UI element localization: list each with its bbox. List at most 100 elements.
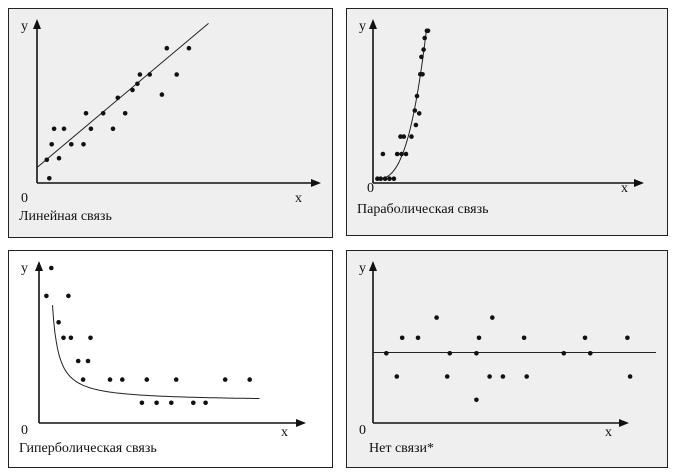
- data-point: [154, 400, 159, 406]
- data-point: [434, 315, 439, 320]
- data-point: [69, 142, 74, 147]
- data-point: [394, 374, 400, 379]
- data-point: [415, 335, 421, 341]
- data-point: [66, 293, 71, 299]
- data-point: [135, 81, 140, 87]
- data-point: [409, 134, 414, 139]
- data-point: [378, 176, 383, 181]
- data-point: [68, 335, 74, 341]
- data-point: [403, 151, 409, 157]
- data-point: [159, 92, 165, 97]
- data-point: [413, 122, 419, 128]
- y-axis-arrow: [33, 19, 41, 29]
- caption-parabolic: Параболическая связь: [357, 202, 489, 217]
- data-point: [61, 335, 66, 341]
- data-point: [88, 335, 93, 341]
- data-point: [399, 151, 404, 157]
- data-point: [75, 358, 81, 364]
- x-axis-arrow: [619, 419, 629, 427]
- data-point: [122, 111, 128, 116]
- data-point: [44, 293, 49, 299]
- data-point: [107, 377, 113, 382]
- data-point: [524, 374, 529, 379]
- y-axis-arrow: [369, 261, 377, 271]
- data-point: [391, 176, 397, 181]
- data-point: [247, 377, 252, 382]
- x-axis-label: x: [295, 191, 302, 206]
- data-point: [203, 400, 208, 406]
- trend-line: [36, 22, 209, 168]
- x-axis-label: x: [605, 425, 612, 440]
- y-axis-arrow: [369, 19, 377, 29]
- data-point: [61, 126, 67, 132]
- origin-label: 0: [359, 423, 366, 438]
- data-point: [56, 320, 61, 325]
- origin-label: 0: [21, 191, 28, 206]
- data-point: [85, 358, 91, 364]
- data-point: [139, 400, 145, 406]
- data-point: [382, 176, 388, 181]
- data-point: [164, 45, 170, 51]
- data-point: [130, 87, 135, 93]
- data-point: [47, 176, 52, 181]
- data-point: [387, 176, 392, 181]
- panel-linear: y 0 x Линейная связь: [8, 8, 333, 238]
- data-point: [375, 176, 380, 181]
- x-axis-arrow: [634, 179, 644, 187]
- data-point: [412, 108, 418, 113]
- data-point: [627, 374, 633, 379]
- caption-hyperbolic: Гиперболическая связь: [19, 441, 157, 456]
- data-point: [582, 335, 588, 341]
- data-point: [173, 377, 179, 382]
- data-point: [56, 155, 62, 161]
- data-point: [81, 142, 86, 147]
- data-point: [49, 142, 54, 147]
- chart-no-relation: [369, 261, 656, 427]
- data-point: [625, 335, 630, 341]
- data-point: [44, 157, 50, 163]
- data-point: [83, 111, 89, 116]
- x-axis-label: x: [281, 425, 288, 440]
- data-point: [110, 126, 116, 132]
- data-point: [147, 72, 152, 77]
- y-axis-label: y: [359, 261, 366, 276]
- data-point: [398, 134, 403, 139]
- data-point: [420, 72, 425, 77]
- panel-hyperbolic: y 0 x Гиперболическая связь: [8, 250, 333, 468]
- data-point: [474, 397, 479, 403]
- data-point: [421, 47, 426, 52]
- data-point: [422, 35, 427, 41]
- data-point: [49, 265, 54, 271]
- data-point: [186, 45, 192, 51]
- data-point: [588, 351, 593, 356]
- data-point: [51, 126, 57, 132]
- data-point: [476, 335, 482, 341]
- data-point: [399, 335, 405, 341]
- data-point: [80, 377, 86, 382]
- data-point: [444, 374, 450, 379]
- data-point: [384, 351, 389, 356]
- data-point: [521, 335, 527, 341]
- data-point: [100, 111, 106, 116]
- data-point: [169, 400, 174, 406]
- data-point: [380, 151, 386, 157]
- data-point: [120, 377, 125, 382]
- data-point: [500, 374, 506, 379]
- origin-label: 0: [21, 423, 28, 438]
- chart-linear: [33, 19, 321, 187]
- y-axis-label: y: [21, 261, 28, 276]
- data-point: [419, 54, 424, 60]
- caption-linear: Линейная связь: [19, 209, 112, 224]
- data-point: [191, 400, 196, 406]
- data-point: [487, 374, 492, 379]
- data-point: [490, 315, 495, 320]
- x-axis-arrow: [296, 419, 306, 427]
- y-axis-arrow: [35, 261, 43, 271]
- trend-curve: [52, 305, 260, 399]
- data-point: [425, 28, 431, 34]
- data-point: [561, 351, 567, 356]
- data-point: [401, 134, 407, 139]
- y-axis-label: y: [21, 19, 28, 34]
- y-axis-label: y: [359, 19, 366, 34]
- data-point: [137, 72, 143, 77]
